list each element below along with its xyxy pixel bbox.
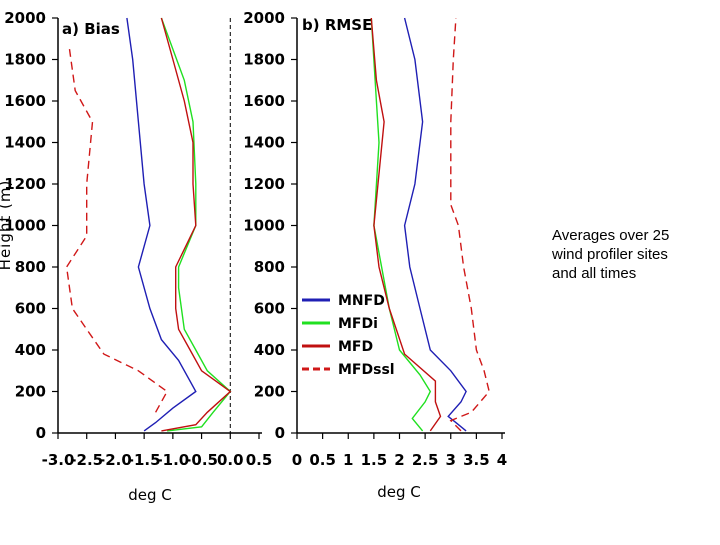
bias-series-mfd	[160, 17, 232, 432]
bias-series-mnfd	[126, 17, 197, 432]
bias-y-tick-label: 1800	[4, 51, 46, 69]
bias-x-tick-label: -0.5	[185, 451, 218, 469]
rmse-y-tick-label: 1400	[243, 134, 285, 152]
rmse-y-tick-label: 200	[254, 383, 285, 401]
rmse-y-tick-label: 0	[275, 424, 285, 442]
height-y-axis-label: Height (m)	[0, 180, 14, 271]
rmse-y-ticks: 0 200 400 600 800 1000 1200 1400 1600 1800 2000	[243, 9, 297, 442]
bias-y-tick-label: 1000	[4, 217, 46, 235]
legend-label-mnfd: MNFD	[338, 293, 385, 309]
rmse-y-tick-label: 1200	[243, 175, 285, 193]
rmse-series-mfdssl	[449, 17, 490, 432]
bias-series-mfdssl	[65, 49, 169, 413]
note-line-3: and all times	[552, 265, 637, 282]
rmse-series-mnfd	[403, 17, 467, 432]
averages-note: Averages over 25 wind profiler sites and…	[552, 226, 720, 283]
rmse-x-tick-label: 0	[292, 451, 302, 469]
rmse-x-tick-label: 1.5	[361, 451, 388, 469]
rmse-y-tick-label: 400	[254, 341, 285, 359]
legend-label-mfd: MFD	[338, 339, 373, 355]
bias-x-tick-label: -3.0	[42, 451, 75, 469]
rmse-y-tick-label: 1800	[243, 51, 285, 69]
bias-x-tick-label: 0.0	[217, 451, 244, 469]
bias-y-ticks: 0 200 400 600 800 1000 1200 1400 1600 1800 2000	[4, 9, 58, 442]
bias-x-tick-label: -1.0	[156, 451, 189, 469]
legend: MNFD MFDi MFD MFDssl	[302, 293, 395, 378]
rmse-x-tick-label: 2.5	[412, 451, 439, 469]
bias-x-tick-label: -2.5	[70, 451, 103, 469]
rmse-x-tick-label: 3	[446, 451, 456, 469]
bias-x-tick-label: -1.5	[128, 451, 161, 469]
legend-label-mfdssl: MFDssl	[338, 362, 395, 378]
bias-series-mfdi	[160, 17, 232, 432]
bias-y-tick-label: 2000	[4, 9, 46, 27]
bias-x-tick-label: -2.0	[99, 451, 132, 469]
rmse-y-tick-label: 2000	[243, 9, 285, 27]
bias-y-tick-label: 800	[15, 258, 46, 276]
rmse-x-axis-label: deg C	[377, 483, 421, 501]
bias-x-tick-label: 0.5	[246, 451, 273, 469]
bias-y-tick-label: 1400	[4, 134, 46, 152]
bias-x-axis-label: deg C	[128, 486, 172, 504]
bias-y-tick-label: 600	[15, 300, 46, 318]
bias-y-tick-label: 0	[36, 424, 46, 442]
rmse-series	[370, 17, 490, 432]
rmse-x-tick-label: 0.5	[309, 451, 336, 469]
rmse-x-tick-label: 2	[394, 451, 404, 469]
bias-x-ticks: -3.0-2.5-2.0-1.5-1.0-0.5 0.0 0.5	[42, 18, 273, 469]
note-line-1: Averages over 25	[552, 227, 670, 244]
bias-y-tick-label: 1600	[4, 92, 46, 110]
rmse-series-mfdi	[370, 17, 432, 432]
rmse-x-tick-label: 3.5	[463, 451, 490, 469]
bias-series	[65, 17, 232, 432]
rmse-panel-title: b) RMSE	[302, 16, 372, 34]
rmse-y-tick-label: 1600	[243, 92, 285, 110]
bias-y-tick-label: 400	[15, 341, 46, 359]
legend-label-mfdi: MFDi	[338, 316, 378, 332]
rmse-series-mfd	[370, 17, 442, 432]
rmse-x-ticks: 0 0.5 1 1.5 2 2.5 3 3.5 4	[292, 433, 507, 469]
bias-y-tick-label: 200	[15, 383, 46, 401]
bias-panel-title: a) Bias	[62, 20, 120, 38]
rmse-y-tick-label: 1000	[243, 217, 285, 235]
note-line-2: wind profiler sites	[552, 246, 668, 263]
rmse-x-tick-label: 1	[343, 451, 353, 469]
bias-y-tick-label: 1200	[4, 175, 46, 193]
rmse-x-tick-label: 4	[497, 451, 507, 469]
rmse-y-tick-label: 600	[254, 300, 285, 318]
panel-rmse: b) RMSE deg C 0 200 400 600 800 1000 1200 1400 1…	[243, 9, 507, 501]
panel-bias: a) Bias deg C Height (m) 0 200 400 600 800 10…	[0, 9, 272, 504]
rmse-y-tick-label: 800	[254, 258, 285, 276]
